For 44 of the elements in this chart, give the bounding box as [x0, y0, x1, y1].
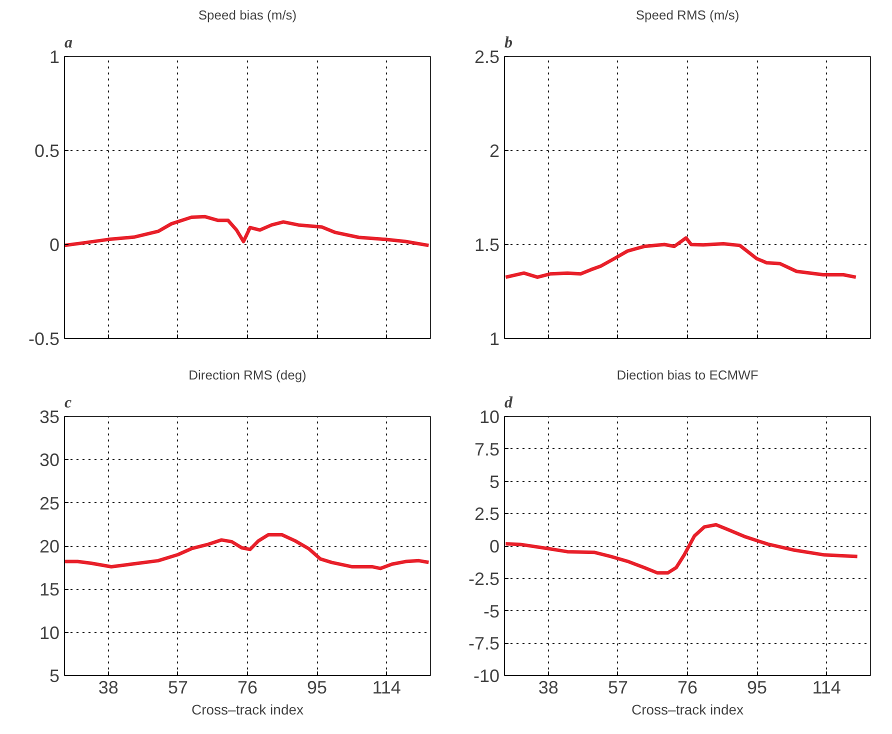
text: d — [504, 394, 514, 412]
y-tick-label: 10 — [39, 622, 60, 643]
y-tick-label: 2.5 — [474, 47, 500, 67]
y-tick-label: 0.5 — [34, 141, 60, 161]
x-axis-title: Cross–track index — [631, 702, 744, 718]
y-tick-label: 0 — [489, 536, 500, 556]
y-tick-label: 10 — [479, 407, 500, 427]
y-tick-label: 1.5 — [474, 235, 500, 255]
chart-title: Diection bias to ECMWF — [616, 368, 758, 382]
y-tick-label: -5 — [483, 601, 500, 622]
y-tick-label: 0 — [49, 235, 60, 255]
x-tick-label: 76 — [237, 678, 258, 698]
x-axis-title: Cross–track index — [191, 702, 304, 718]
x-tick-label: 38 — [538, 678, 558, 698]
y-tick-label: 25 — [39, 493, 60, 514]
y-tick-label: 2 — [489, 141, 500, 161]
y-tick-label: 1 — [489, 329, 500, 349]
y-tick-label: 35 — [39, 407, 60, 427]
x-tick-label: 114 — [372, 678, 401, 698]
x-tick-label: 57 — [608, 678, 628, 698]
y-tick-label: 1 — [49, 47, 60, 67]
x-tick-label: 114 — [812, 678, 841, 698]
chart-title: Direction RMS (deg) — [188, 368, 306, 382]
y-tick-label: -0.5 — [28, 329, 60, 349]
y-tick-label: -7.5 — [468, 634, 500, 654]
x-tick-label: 95 — [747, 678, 768, 698]
y-tick-label: -10 — [473, 666, 500, 686]
text: c — [64, 394, 72, 412]
y-tick-label: 15 — [39, 580, 60, 600]
y-tick-label: 5 — [489, 472, 500, 492]
x-tick-label: 57 — [168, 678, 188, 698]
y-tick-label: 30 — [39, 450, 60, 470]
y-tick-label: 5 — [49, 666, 60, 686]
y-tick-label: 7.5 — [474, 439, 500, 460]
text: a — [64, 34, 72, 52]
text: b — [504, 34, 512, 52]
chart-title: Speed bias (m/s) — [198, 8, 297, 22]
x-tick-label: 95 — [307, 678, 328, 698]
x-tick-label: 38 — [98, 678, 118, 698]
y-tick-label: 2.5 — [474, 504, 500, 524]
y-tick-label: 20 — [39, 536, 60, 556]
x-tick-label: 76 — [677, 678, 698, 698]
chart-title: Speed RMS (m/s) — [636, 8, 740, 22]
y-tick-label: -2.5 — [468, 568, 500, 589]
